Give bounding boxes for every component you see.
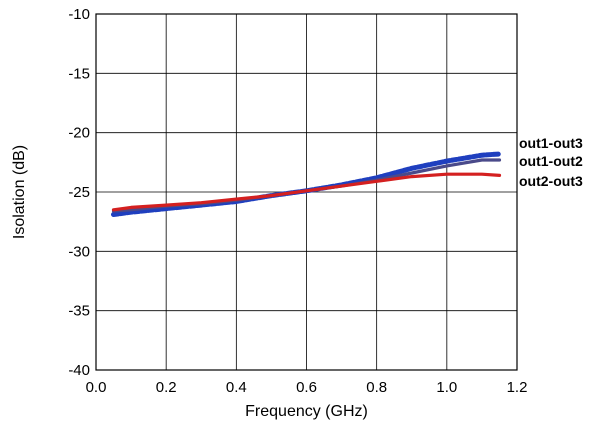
y-tick-label: -20: [68, 125, 90, 142]
y-tick-label: -10: [68, 6, 90, 23]
x-tick-label: 0.8: [366, 379, 387, 396]
y-tick-label: -25: [68, 184, 90, 201]
y-tick-label: -40: [68, 362, 90, 379]
series-label-out1-out3: out1-out3: [519, 135, 583, 151]
y-tick-label: -35: [68, 303, 90, 320]
plot-frame: [95, 13, 518, 371]
y-tick-label: -15: [68, 65, 90, 82]
x-axis-title: Frequency (GHz): [245, 403, 368, 420]
x-tick-label: 1.0: [436, 379, 457, 396]
x-tick-label: 0.6: [296, 379, 317, 396]
series-label-out1-out2: out1-out2: [519, 153, 583, 169]
y-tick-label: -30: [68, 243, 90, 260]
x-tick-labels: 0.0 0.2 0.4 0.6 0.8 1.0 1.2: [86, 379, 528, 396]
x-tick-label: 1.2: [507, 379, 528, 396]
series-line-out2-out3: [111, 172, 502, 212]
series-labels: out1-out3 out1-out2 out2-out3: [519, 135, 583, 189]
y-axis-title: Isolation (dB): [11, 145, 28, 239]
x-tick-label: 0.4: [226, 379, 247, 396]
x-tick-label: 0.2: [156, 379, 177, 396]
y-tick-labels: -10 -15 -20 -25 -30 -35 -40: [68, 6, 90, 379]
series-layer: [111, 151, 502, 217]
x-tick-label: 0.0: [86, 379, 107, 396]
series-label-out2-out3: out2-out3: [519, 173, 583, 189]
